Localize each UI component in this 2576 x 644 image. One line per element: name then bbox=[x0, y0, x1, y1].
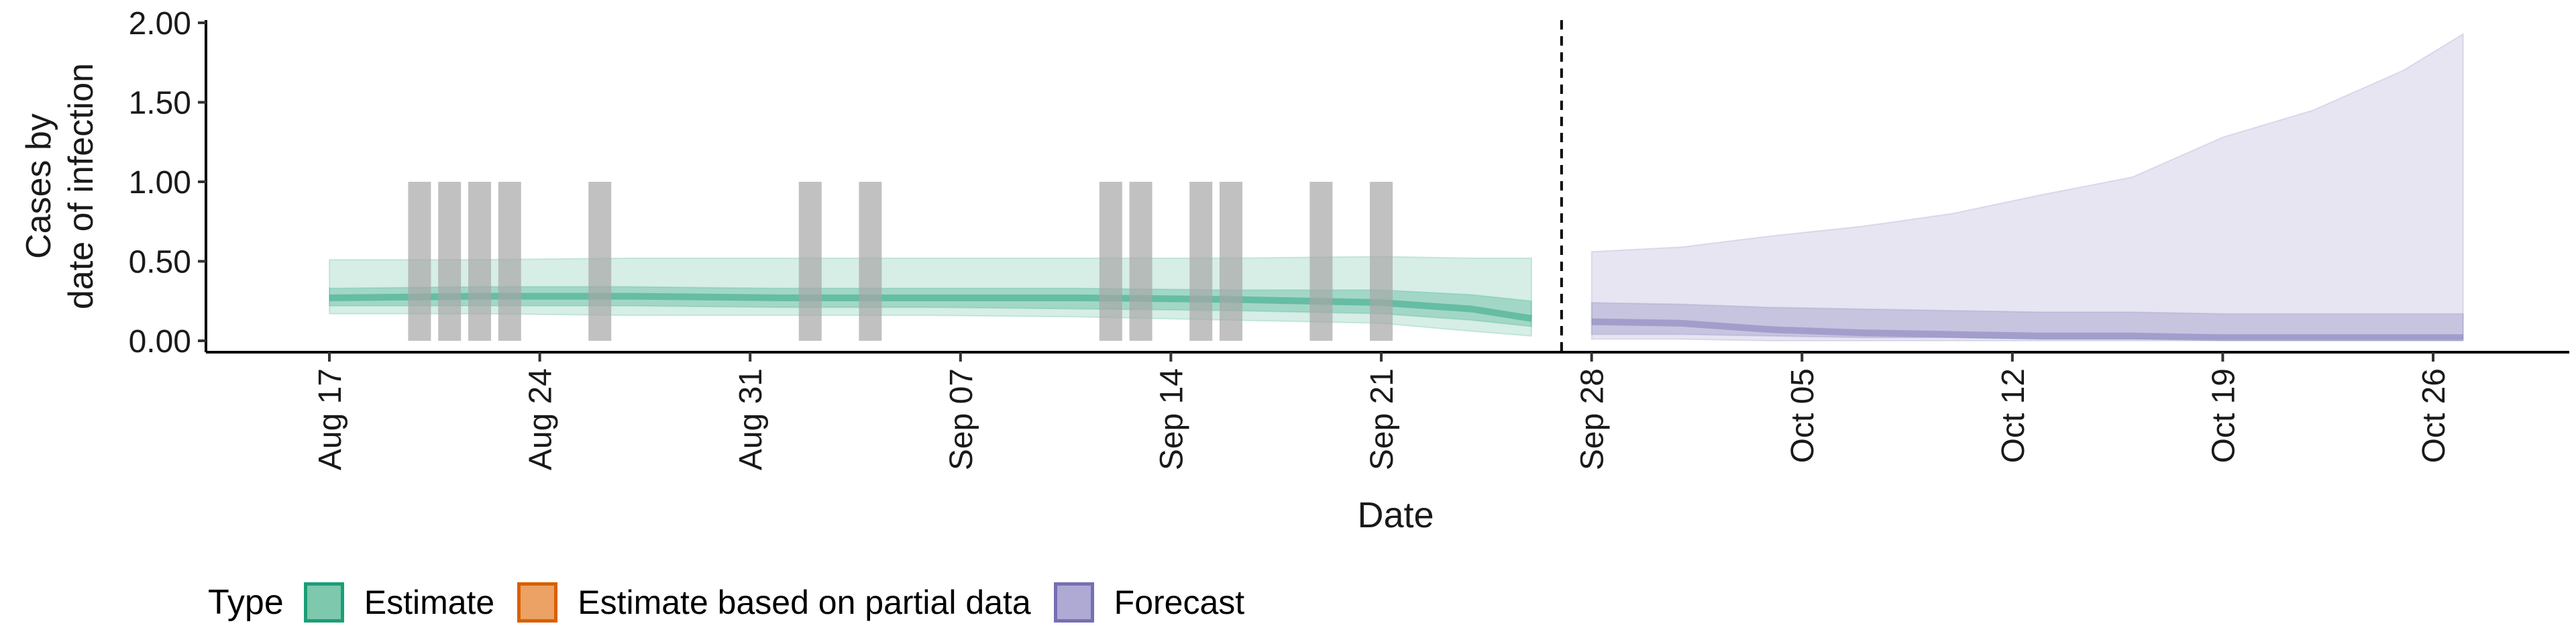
y-axis-title-line1: Cases by bbox=[19, 113, 58, 259]
observed-case-bar bbox=[1370, 182, 1393, 341]
series-forecast-band-50 bbox=[1591, 302, 2464, 340]
y-tick-label: 1.50 bbox=[129, 86, 191, 121]
y-tick-label: 0.50 bbox=[129, 245, 191, 280]
observed-case-bar bbox=[1189, 182, 1213, 341]
series-forecast-median-line bbox=[1591, 318, 2463, 341]
x-tick-label: Sep 21 bbox=[1364, 368, 1400, 470]
observed-case-bar bbox=[1129, 182, 1152, 341]
x-tick-label: Sep 14 bbox=[1154, 368, 1189, 470]
observed-case-bar bbox=[798, 182, 822, 341]
legend-key-estimate bbox=[303, 582, 344, 623]
x-tick-label: Sep 28 bbox=[1575, 368, 1611, 470]
observed-case-bar bbox=[1220, 182, 1242, 341]
y-tick-label: 2.00 bbox=[129, 6, 191, 42]
legend-label-partial-data: Estimate based on partial data bbox=[578, 584, 1031, 621]
x-tick-label: Aug 24 bbox=[523, 368, 559, 470]
series-forecast-band-90 bbox=[1591, 32, 2464, 341]
x-tick-label: Aug 31 bbox=[733, 368, 769, 470]
y-tick-label: 1.00 bbox=[129, 165, 191, 201]
observed-case-bar bbox=[588, 182, 612, 341]
observed-case-bar bbox=[1099, 182, 1122, 341]
x-axis-title: Date bbox=[1357, 495, 1434, 535]
x-tick-label: Oct 26 bbox=[2416, 368, 2452, 463]
observed-case-bar bbox=[408, 182, 431, 341]
legend-key-partial-data bbox=[517, 582, 558, 623]
observed-case-bar bbox=[468, 182, 491, 341]
observed-case-bar bbox=[1309, 182, 1333, 341]
legend-label-estimate: Estimate bbox=[364, 584, 495, 621]
legend-label-forecast: Forecast bbox=[1114, 584, 1245, 621]
x-tick-label: Oct 05 bbox=[1785, 368, 1821, 463]
observed-case-bar bbox=[859, 182, 882, 341]
observed-case-bar bbox=[498, 182, 521, 341]
legend-item-partial-data: Estimate based on partial data bbox=[517, 582, 1031, 623]
x-tick-label: Sep 07 bbox=[944, 368, 979, 470]
legend-key-forecast bbox=[1053, 582, 1094, 623]
series-estimate-median-line bbox=[329, 292, 1532, 322]
legend: Type Estimate Estimate based on partial … bbox=[208, 578, 1267, 627]
y-axis-title-line2: date of infection bbox=[62, 63, 101, 309]
observed-case-bar bbox=[438, 182, 462, 341]
x-tick-label: Oct 12 bbox=[1996, 368, 2031, 463]
legend-item-estimate: Estimate bbox=[303, 582, 495, 623]
y-tick-label: 0.00 bbox=[129, 324, 191, 360]
legend-item-forecast: Forecast bbox=[1053, 582, 1245, 623]
x-tick-label: Oct 19 bbox=[2206, 368, 2241, 463]
legend-title: Type bbox=[208, 583, 284, 622]
x-tick-label: Aug 17 bbox=[313, 368, 348, 470]
